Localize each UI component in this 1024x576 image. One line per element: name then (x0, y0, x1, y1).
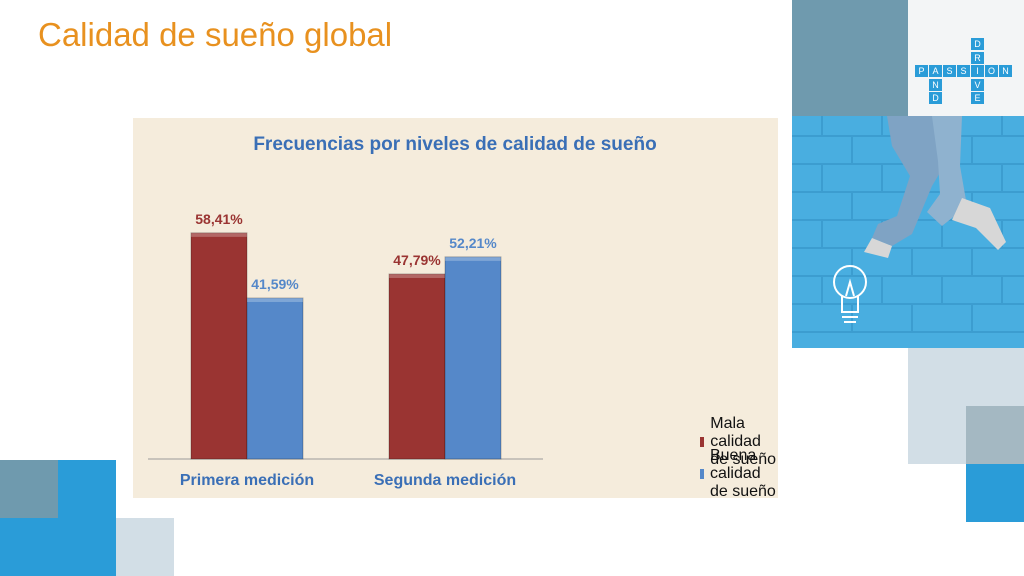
legend-swatch (700, 469, 704, 479)
data-label: 41,59% (251, 276, 299, 292)
legend-label: Mala calidad de sueño (710, 415, 777, 468)
legend-label: Buena calidad de sueño (709, 447, 776, 500)
data-label: 47,79% (393, 252, 441, 268)
page-title: Calidad de sueño global (38, 16, 393, 53)
data-label: 58,41% (195, 211, 243, 227)
x-tick-label: Primera medición (180, 472, 314, 489)
logo-letter: D (929, 92, 942, 104)
bar-chart: Frecuencias por niveles de calidad de su… (148, 134, 657, 489)
legend-swatch (700, 437, 705, 447)
bar-buena-1 (246, 297, 304, 460)
logo-letter: P (915, 65, 928, 77)
decor-block-blue-left (0, 518, 58, 576)
logo-letter: S (943, 65, 956, 77)
bar-highlight (445, 256, 501, 261)
logo-letter: D (971, 38, 984, 50)
logo-letter: E (971, 92, 984, 104)
logo-letter: V (971, 78, 984, 91)
bar-highlight (191, 232, 247, 237)
decor-block-grey-left (116, 518, 174, 576)
bar-mala-2 (388, 273, 446, 460)
decor-block-steel-left (0, 460, 58, 518)
legend-item: Mala calidad de sueño (700, 415, 778, 468)
x-tick-label: Segunda medición (374, 472, 516, 489)
chart-title: Frecuencias por niveles de calidad de su… (253, 134, 656, 155)
bar-buena-2 (444, 256, 502, 460)
chart-legend: Mala calidad de sueño Buena calidad de su… (700, 415, 778, 500)
bar-highlight (389, 273, 445, 278)
data-label: 52,21% (449, 235, 497, 251)
logo-letter: R (971, 51, 984, 64)
logo-letter: A (929, 65, 942, 77)
decor-block-blue-left-2 (58, 460, 116, 576)
bar-highlight (247, 297, 303, 302)
bar-mala-1 (190, 232, 248, 460)
legend-item: Buena calidad de sueño (700, 447, 778, 500)
logo-letter: O (985, 65, 998, 77)
decor-block-blue (966, 464, 1024, 522)
decor-block-steel (792, 0, 908, 116)
logo-letter: S (957, 65, 970, 77)
logo-letter: I (971, 65, 984, 77)
logo-letter: N (999, 65, 1012, 77)
logo-letter: N (929, 78, 942, 91)
decor-block-slate (966, 406, 1024, 464)
photo-jumping-person (792, 116, 1024, 348)
lightbulb-icon (833, 265, 867, 323)
chart-panel: Frecuencias por niveles de calidad de su… (133, 118, 778, 500)
